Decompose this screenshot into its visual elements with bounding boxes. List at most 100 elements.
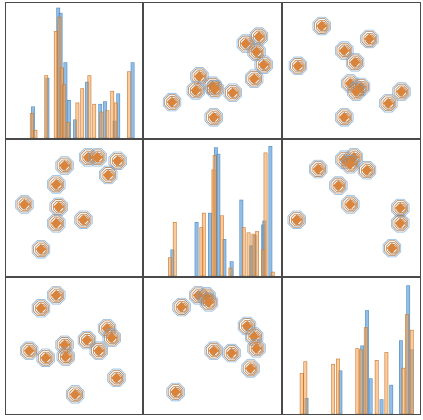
- contour-ring: [250, 45, 264, 59]
- contour-ring: [16, 196, 33, 213]
- contour-outer: [237, 316, 257, 336]
- panel-content: [15, 148, 127, 259]
- kde-blob: [254, 55, 273, 74]
- contour-ring: [393, 83, 410, 100]
- contour-outer: [166, 382, 185, 402]
- kde-blob: [47, 175, 66, 194]
- contour-ring: [347, 54, 363, 71]
- contour-ring: [207, 111, 221, 124]
- contour-ring: [205, 109, 222, 126]
- contour-outer: [329, 176, 348, 195]
- panel-frame: [143, 2, 282, 139]
- contour-ring: [338, 111, 351, 124]
- density-core: [251, 46, 262, 58]
- density-core: [251, 343, 262, 354]
- kde-blob: [312, 16, 331, 36]
- kde-blob: [172, 297, 191, 317]
- hist-bar-b: [246, 232, 251, 277]
- density-core: [258, 59, 270, 71]
- contour-ring: [392, 215, 409, 232]
- hist-bar-b: [65, 122, 70, 139]
- hist-bar-b: [99, 111, 104, 139]
- panel-content: [168, 146, 275, 277]
- contour-outer: [102, 328, 121, 347]
- kde-blob: [379, 94, 398, 113]
- density-core: [176, 301, 187, 313]
- contour-ring: [290, 58, 306, 74]
- kde-blob: [391, 214, 410, 233]
- panel-r0c1: [143, 2, 282, 139]
- kde-blob: [19, 341, 39, 360]
- hist-bar-b: [29, 113, 34, 139]
- density-core: [363, 33, 375, 45]
- density-core: [78, 214, 89, 226]
- density-core: [93, 345, 105, 357]
- hist-bar-b: [374, 359, 379, 415]
- contour-ring: [344, 198, 357, 211]
- contour-ring: [242, 360, 259, 377]
- contour-ring: [246, 70, 262, 87]
- contour-ring: [201, 294, 217, 311]
- contour-ring: [90, 342, 107, 359]
- contour-outer: [74, 210, 93, 229]
- hist-bar-a: [368, 378, 373, 415]
- contour-ring: [18, 198, 31, 211]
- kde-blob: [287, 210, 306, 229]
- kde-blob: [249, 27, 269, 46]
- kde-blob: [31, 240, 51, 259]
- density-core: [101, 322, 113, 334]
- density-core: [339, 45, 350, 56]
- panel-frame: [5, 139, 143, 277]
- kde-blob: [223, 83, 242, 102]
- contour-outer: [288, 56, 308, 75]
- contour-outer: [247, 339, 266, 358]
- panel-frame: [282, 277, 421, 415]
- contour-ring: [111, 154, 125, 168]
- contour-ring: [250, 342, 264, 355]
- contour-outer: [391, 198, 410, 218]
- contour-ring: [175, 301, 189, 314]
- panel-r1c1: [143, 139, 282, 277]
- contour-ring: [164, 94, 180, 110]
- hist-bar-b: [33, 129, 38, 139]
- contour-ring: [167, 384, 184, 400]
- kde-blob: [241, 359, 260, 378]
- hist-bar-b: [228, 267, 233, 277]
- contour-outer: [335, 150, 354, 169]
- hist-bar-b: [62, 84, 67, 139]
- density-core: [248, 73, 260, 85]
- density-core: [166, 96, 178, 108]
- contour-ring: [50, 289, 63, 302]
- contour-ring: [209, 83, 222, 96]
- contour-ring: [58, 159, 72, 172]
- contour-ring: [257, 58, 271, 71]
- kde-blob: [382, 238, 402, 258]
- contour-ring: [50, 217, 63, 230]
- contour-outer: [357, 161, 377, 180]
- density-core: [240, 38, 252, 49]
- contour-ring: [240, 37, 253, 50]
- hist-bar-b: [44, 75, 49, 139]
- density-core: [209, 83, 221, 95]
- density-core: [350, 86, 362, 97]
- kde-blob: [108, 151, 127, 170]
- contour-outer: [89, 341, 108, 360]
- contour-ring: [100, 167, 117, 183]
- kde-blob: [392, 82, 411, 101]
- hist-bar-b: [405, 314, 409, 415]
- contour-ring: [169, 386, 183, 399]
- contour-outer: [360, 29, 379, 49]
- hist-bar-b: [363, 327, 368, 415]
- hist-bar-b: [201, 212, 206, 277]
- kde-blob: [357, 161, 377, 180]
- density-core: [50, 217, 62, 229]
- kde-blob: [345, 53, 365, 72]
- contour-ring: [380, 95, 397, 112]
- contour-ring: [338, 44, 351, 57]
- contour-ring: [338, 153, 351, 166]
- contour-outer: [77, 330, 97, 350]
- hist-bar-b: [87, 75, 92, 139]
- density-core: [203, 296, 215, 308]
- contour-outer: [49, 197, 68, 217]
- contour-ring: [312, 163, 325, 176]
